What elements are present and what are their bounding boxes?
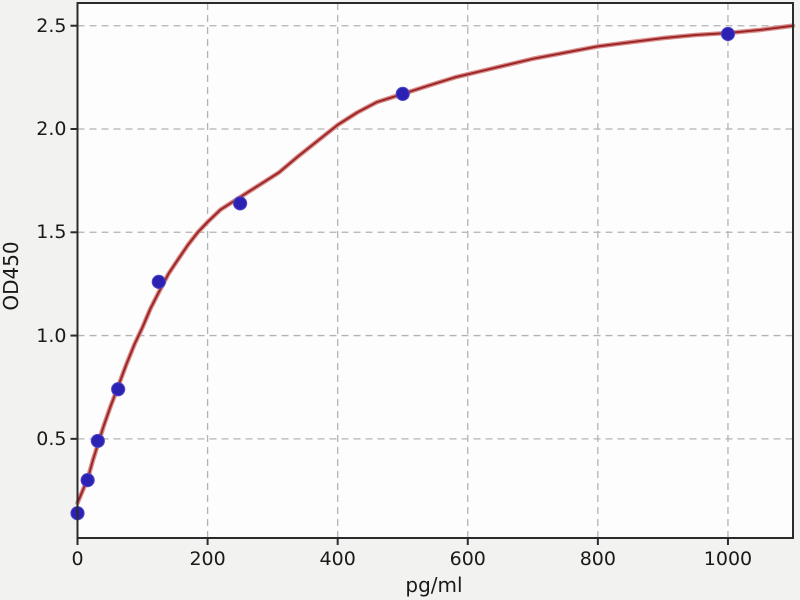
data-point [111,382,126,397]
x-tick-label: 800 [579,548,616,570]
axes-frame [76,2,794,539]
y-tick-label: 1.0 [36,324,67,347]
plot-area [77,3,793,538]
tick-marks [70,24,729,545]
data-point [233,196,248,211]
y-axis-title: OD450 [0,241,23,311]
y-tick-label: 1.5 [36,221,67,244]
y-tick-label: 0.5 [36,427,67,450]
data-point [90,433,105,449]
x-tick-label: 0 [71,548,84,570]
y-tick-label: 2.5 [36,14,67,37]
x-tick-label: 200 [189,548,226,570]
y-tick-label: 2.0 [36,118,67,140]
x-tick-label: 1000 [703,548,753,570]
data-point [151,274,166,289]
x-tick-label: 600 [449,548,486,570]
data-point [395,86,410,101]
x-tick-label: 400 [319,548,356,570]
x-axis-title: pg/ml [405,573,463,597]
data-point [80,473,95,488]
data-point [720,26,736,42]
